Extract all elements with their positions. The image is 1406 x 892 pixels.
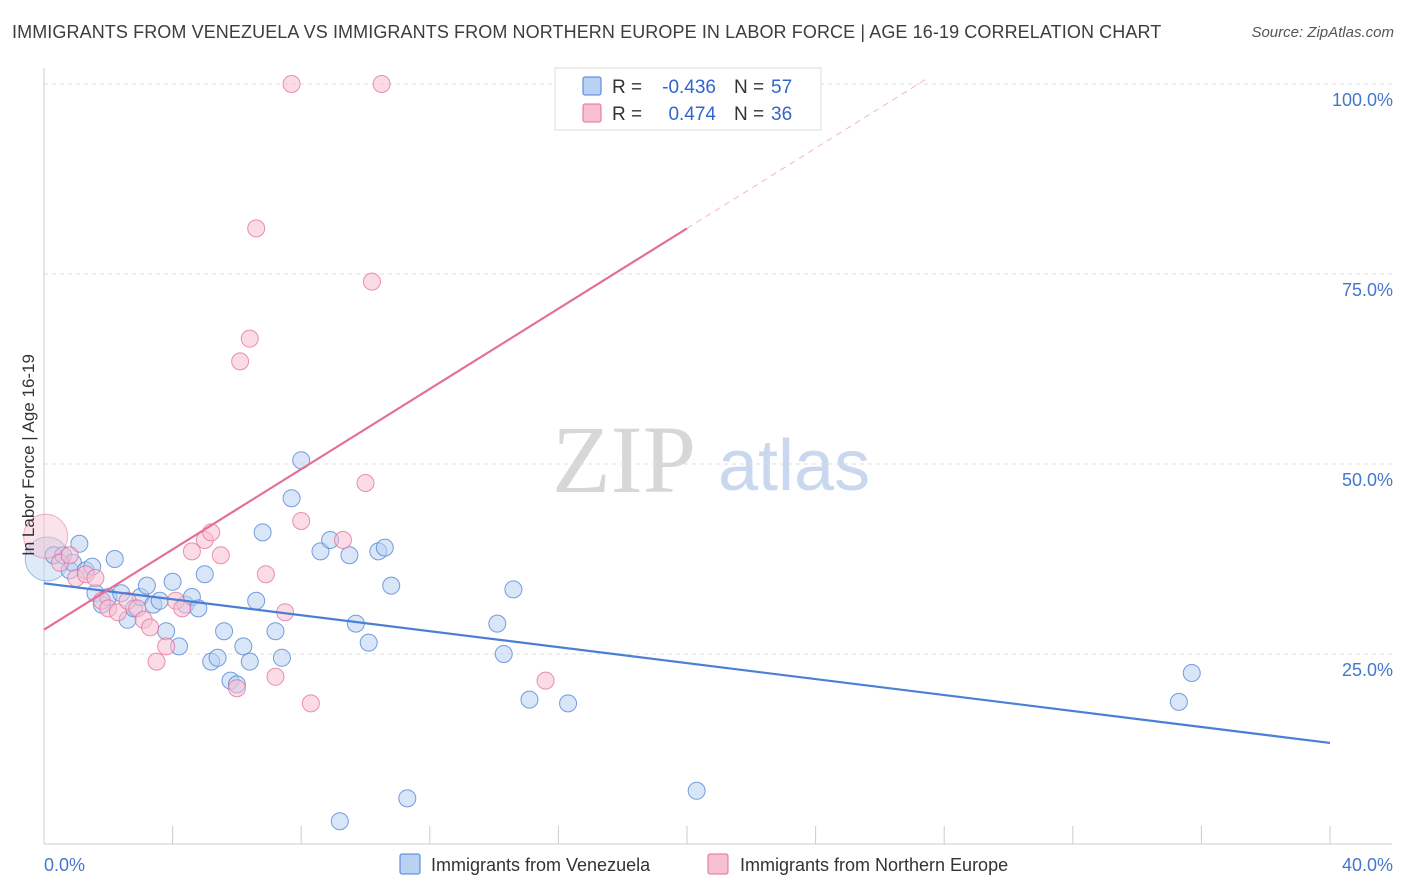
watermark: ZIP atlas — [552, 406, 870, 513]
legend-r-value-venezuela: -0.436 — [662, 77, 716, 98]
data-point-northern-europe — [240, 329, 259, 348]
data-point-northern-europe — [141, 618, 160, 637]
data-point-venezuela — [234, 637, 253, 656]
data-points — [23, 75, 1201, 831]
legend-n-label-northern-europe: N = — [734, 104, 764, 125]
legend-r-value-northern-europe: 0.474 — [668, 104, 716, 125]
data-point-venezuela — [504, 580, 523, 599]
data-point-venezuela — [195, 565, 214, 584]
x-tick-labels: 0.0% 40.0% — [44, 855, 1393, 875]
data-point-venezuela — [1182, 664, 1201, 682]
data-point-venezuela — [253, 523, 272, 542]
legend-swatch-northern-europe — [582, 103, 602, 123]
bottom-legend-label-venezuela: Immigrants from Venezuela — [431, 855, 651, 875]
data-point-venezuela — [1169, 692, 1188, 711]
trend-line-venezuela — [43, 582, 1331, 745]
data-point-venezuela — [266, 622, 285, 641]
bottom-legend-swatch-northern-europe — [707, 853, 729, 875]
bottom-legend-swatch-venezuela — [399, 853, 421, 875]
y-axis-label: In Labor Force | Age 16-19 — [19, 354, 38, 556]
data-point-northern-europe — [266, 667, 285, 686]
data-point-venezuela — [208, 648, 227, 667]
data-point-northern-europe — [182, 542, 201, 561]
y-tick-label: 100.0% — [1332, 90, 1393, 110]
data-point-northern-europe — [256, 565, 275, 584]
data-point-venezuela — [488, 614, 507, 633]
trend-lines — [43, 77, 1331, 745]
data-point-northern-europe — [536, 671, 555, 690]
data-point-venezuela — [157, 622, 176, 641]
data-point-venezuela — [150, 591, 169, 610]
y-tick-label: 50.0% — [1342, 470, 1393, 490]
x-tick-label: 40.0% — [1342, 855, 1393, 875]
legend-swatch-venezuela — [582, 76, 602, 96]
axes — [43, 68, 1392, 845]
data-point-venezuela — [359, 633, 378, 652]
data-point-northern-europe — [356, 474, 375, 492]
data-point-northern-europe — [60, 546, 79, 565]
trend-line-northern-europe — [43, 227, 688, 631]
data-point-northern-europe — [301, 694, 320, 713]
legend-n-label-venezuela: N = — [734, 77, 764, 98]
data-point-venezuela — [240, 652, 259, 671]
legend-r-label-northern-europe: R = — [612, 104, 642, 125]
correlation-legend: R = -0.436 N = 57 R = 0.474 N = 36 — [554, 67, 822, 131]
watermark-zip: ZIP — [552, 406, 696, 513]
data-point-venezuela — [215, 622, 234, 641]
data-point-northern-europe — [173, 599, 192, 618]
data-point-northern-europe — [211, 546, 230, 565]
bottom-legend-label-northern-europe: Immigrants from Northern Europe — [740, 855, 1008, 875]
data-point-northern-europe — [292, 512, 311, 530]
trend-extension-northern-europe — [686, 77, 929, 229]
data-point-northern-europe — [372, 75, 391, 93]
data-point-venezuela — [247, 591, 266, 610]
data-point-northern-europe — [282, 75, 301, 93]
legend-n-value-venezuela: 57 — [771, 77, 792, 98]
data-point-venezuela — [137, 576, 156, 595]
data-point-venezuela — [382, 576, 401, 595]
data-point-northern-europe — [247, 219, 266, 238]
data-point-venezuela — [105, 550, 124, 568]
data-point-northern-europe — [147, 652, 166, 671]
y-tick-labels: 25.0% 50.0% 75.0% 100.0% — [1332, 90, 1393, 680]
data-point-venezuela — [340, 546, 359, 565]
data-point-northern-europe — [333, 531, 352, 549]
watermark-atlas: atlas — [718, 426, 870, 506]
data-point-venezuela — [375, 538, 394, 557]
data-point-venezuela — [520, 690, 539, 709]
grid — [44, 83, 1392, 655]
legend-n-value-northern-europe: 36 — [771, 104, 792, 125]
data-point-venezuela — [494, 645, 513, 663]
data-point-venezuela — [163, 572, 182, 591]
data-point-venezuela — [398, 789, 417, 808]
series-legend: Immigrants from Venezuela Immigrants fro… — [399, 853, 1008, 875]
data-point-northern-europe — [157, 637, 176, 656]
data-point-northern-europe — [86, 569, 105, 587]
x-tick-label: 0.0% — [44, 855, 85, 875]
data-point-venezuela — [559, 694, 578, 713]
data-point-northern-europe — [231, 352, 250, 371]
data-point-venezuela — [272, 648, 291, 667]
data-point-northern-europe — [362, 272, 381, 291]
data-point-venezuela — [330, 812, 349, 831]
legend-r-label-venezuela: R = — [612, 77, 642, 98]
data-point-northern-europe — [227, 679, 246, 698]
chart-title: IMMIGRANTS FROM VENEZUELA VS IMMIGRANTS … — [12, 22, 1162, 42]
chart-source: Source: ZipAtlas.com — [1251, 24, 1394, 41]
data-point-venezuela — [282, 489, 301, 508]
y-tick-label: 75.0% — [1342, 280, 1393, 300]
data-point-venezuela — [687, 781, 706, 800]
y-tick-label: 25.0% — [1342, 660, 1393, 680]
data-point-northern-europe-large — [23, 513, 69, 559]
